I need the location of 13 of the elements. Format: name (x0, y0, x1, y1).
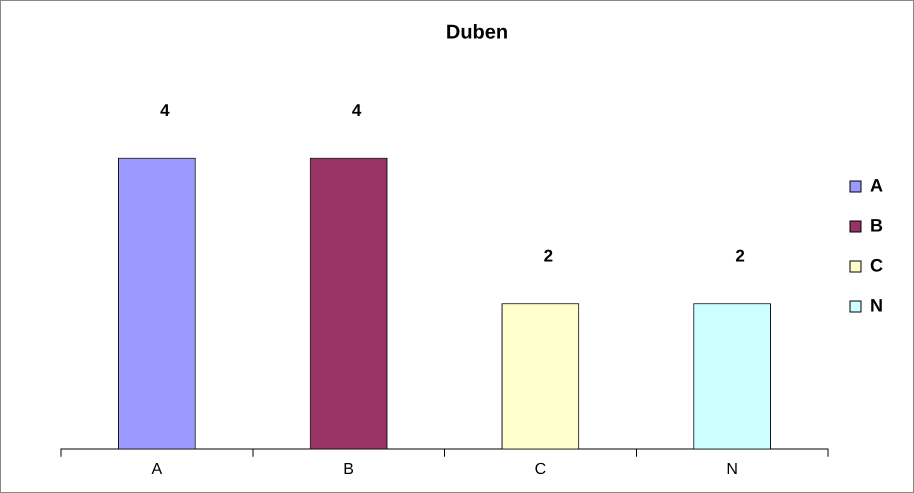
legend-label: B (870, 215, 883, 236)
x-tick-label: N (726, 460, 738, 478)
data-label: 2 (544, 246, 554, 266)
legend-label: C (870, 255, 883, 276)
data-label: 4 (160, 100, 170, 120)
x-tick-label: B (343, 460, 354, 478)
data-label: 2 (735, 246, 745, 266)
x-tick-label: A (152, 460, 163, 478)
x-tick-label: C (534, 460, 546, 478)
chart-title: Duben (446, 22, 508, 44)
legend-label: A (870, 175, 883, 196)
legend-label: N (870, 295, 883, 316)
data-label: 4 (352, 100, 362, 120)
